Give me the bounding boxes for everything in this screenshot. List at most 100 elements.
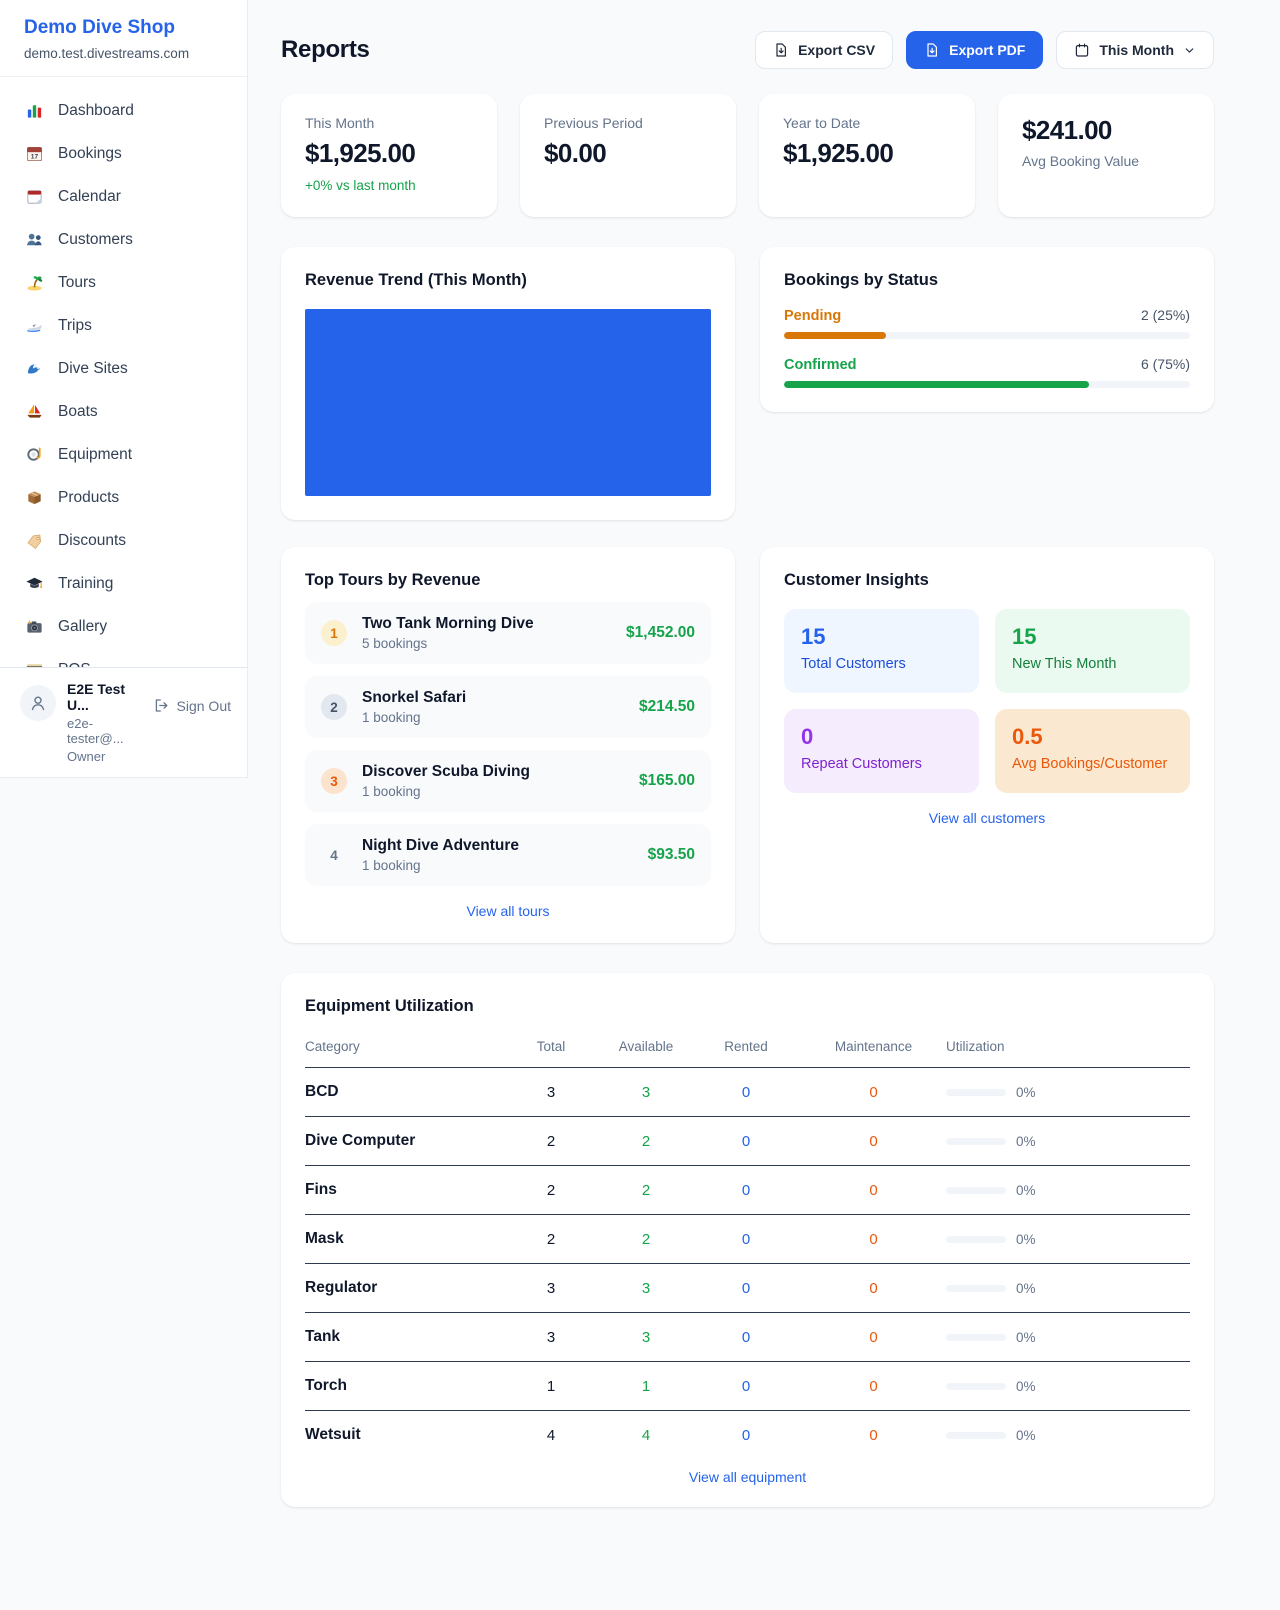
sidebar-item-pos[interactable]: POS (12, 648, 235, 667)
utilization-cell: 0% (946, 1183, 1190, 1198)
equipment-rented: 0 (691, 1312, 801, 1362)
utilization-bar-track (946, 1333, 1006, 1341)
export-csv-label: Export CSV (798, 42, 876, 58)
equipment-available: 3 (601, 1067, 691, 1117)
period-dropdown[interactable]: This Month (1056, 31, 1214, 69)
utilization-percent: 0% (1016, 1280, 1036, 1296)
status-row-confirmed: Confirmed 6 (75%) (784, 356, 1190, 388)
sidebar-item-boats[interactable]: Boats (12, 390, 235, 433)
export-pdf-button[interactable]: Export PDF (906, 31, 1044, 69)
utilization-percent: 0% (1016, 1378, 1036, 1394)
stat-card-avg-booking-value: $241.00 Avg Booking Value (998, 94, 1214, 217)
equipment-rented: 0 (691, 1361, 801, 1411)
view-all-equipment-link[interactable]: View all equipment (688, 1469, 807, 1485)
tour-revenue: $1,452.00 (626, 624, 695, 641)
utilization-bar-track (946, 1088, 1006, 1096)
view-all-customers-link[interactable]: View all customers (928, 810, 1046, 826)
trips-icon (24, 316, 44, 336)
equipment-category: Mask (305, 1214, 501, 1264)
page-header: Reports Export CSV Export PDF This Month (281, 31, 1214, 69)
tile-avg-bookings-customer: 0.5 Avg Bookings/Customer (995, 709, 1190, 793)
header-actions: Export CSV Export PDF This Month (755, 31, 1214, 69)
export-csv-button[interactable]: Export CSV (755, 31, 894, 69)
revenue-trend-card: Revenue Trend (This Month) (281, 247, 735, 520)
equipment-category: Tank (305, 1312, 501, 1362)
sidebar-item-label: Boats (58, 402, 98, 420)
sidebar-item-trips[interactable]: Trips (12, 304, 235, 347)
equipment-rented: 0 (691, 1214, 801, 1264)
equipment-rented: 0 (691, 1165, 801, 1215)
main-content: Reports Export CSV Export PDF This Month… (248, 0, 1280, 1567)
tour-bookings: 1 booking (362, 710, 421, 725)
equipment-available: 3 (601, 1312, 691, 1362)
customer-insights-title: Customer Insights (784, 571, 929, 589)
equipment-rented: 0 (691, 1067, 801, 1117)
top-tours-title: Top Tours by Revenue (305, 571, 481, 589)
sidebar-item-label: Customers (58, 230, 133, 248)
column-header: Rented (691, 1029, 801, 1068)
equipment-utilization-card: Equipment Utilization Category Total Ava… (281, 973, 1214, 1507)
tile-new-this-month: 15 New This Month (995, 609, 1190, 693)
utilization-cell: 0% (946, 1134, 1190, 1149)
dashboard-icon (24, 101, 44, 121)
equipment-icon (24, 445, 44, 465)
sidebar-item-calendar[interactable]: Calendar (12, 175, 235, 218)
tile-label: Repeat Customers (801, 756, 922, 772)
tile-label: Avg Bookings/Customer (1012, 756, 1168, 772)
sidebar-item-training[interactable]: Training (12, 562, 235, 605)
status-row-pending: Pending 2 (25%) (784, 307, 1190, 339)
sidebar-item-label: Bookings (58, 144, 122, 162)
export-pdf-label: Export PDF (949, 42, 1026, 58)
equipment-available: 4 (641, 1426, 651, 1444)
stat-value: $0.00 (544, 138, 607, 168)
sidebar-item-equipment[interactable]: Equipment (12, 433, 235, 476)
customer-insights-card: Customer Insights 15 Total Customers 15 … (760, 547, 1214, 943)
view-all-tours-link[interactable]: View all tours (466, 903, 550, 919)
table-row: Mask 2 2 0 0 0% (305, 1214, 1190, 1264)
tour-row: 3 Discover Scuba Diving 1 booking $165.0… (305, 750, 711, 812)
utilization-bar-track (946, 1137, 1006, 1145)
sidebar-item-discounts[interactable]: Discounts (12, 519, 235, 562)
sidebar-item-tours[interactable]: Tours (12, 261, 235, 304)
tour-row: 2 Snorkel Safari 1 booking $214.50 (305, 676, 711, 738)
tile-value: 0 (801, 724, 814, 749)
tour-name: Snorkel Safari (362, 689, 467, 706)
sidebar-nav: Dashboard 17 Bookings Calendar Customers… (0, 77, 247, 667)
status-bar-track (784, 332, 1190, 339)
sign-out-button[interactable]: Sign Out (153, 697, 231, 714)
bookings-icon: 17 (24, 144, 44, 164)
sidebar-item-label: Gallery (58, 617, 108, 635)
sidebar-item-label: Training (58, 574, 114, 592)
sidebar-item-products[interactable]: Products (12, 476, 235, 519)
tour-name: Discover Scuba Diving (362, 763, 530, 780)
equipment-rented: 0 (691, 1116, 801, 1166)
utilization-cell: 0% (946, 1085, 1190, 1100)
column-header: Category (305, 1029, 501, 1068)
dive-sites-icon (24, 359, 44, 379)
tile-label: Total Customers (801, 656, 906, 672)
sign-out-icon (155, 699, 168, 712)
sidebar-item-label: Calendar (58, 187, 121, 205)
table-row: Torch 1 1 0 0 0% (305, 1361, 1190, 1411)
sidebar-item-label: POS (58, 661, 91, 668)
sidebar-item-label: Dive Sites (58, 359, 128, 377)
sidebar-item-label: Tours (58, 273, 96, 291)
training-icon (24, 574, 44, 594)
pos-icon (24, 660, 44, 667)
table-row: Regulator 3 3 0 0 0% (305, 1263, 1190, 1313)
sidebar-item-dive-sites[interactable]: Dive Sites (12, 347, 235, 390)
sidebar-item-bookings[interactable]: 17 Bookings (12, 132, 235, 175)
tour-bookings: 1 booking (362, 784, 421, 799)
equipment-rented: 0 (691, 1263, 801, 1313)
status-bar-track (784, 381, 1190, 388)
revenue-trend-title: Revenue Trend (This Month) (305, 271, 527, 289)
sidebar-item-label: Discounts (58, 531, 127, 549)
equipment-maintenance: 0 (801, 1361, 946, 1411)
customers-icon (24, 230, 44, 250)
avatar (20, 685, 56, 721)
sidebar-item-customers[interactable]: Customers (12, 218, 235, 261)
sidebar-item-gallery[interactable]: Gallery (12, 605, 235, 648)
equipment-total: 2 (501, 1165, 601, 1215)
equipment-total: 3 (501, 1067, 601, 1117)
sidebar-item-dashboard[interactable]: Dashboard (12, 89, 235, 132)
